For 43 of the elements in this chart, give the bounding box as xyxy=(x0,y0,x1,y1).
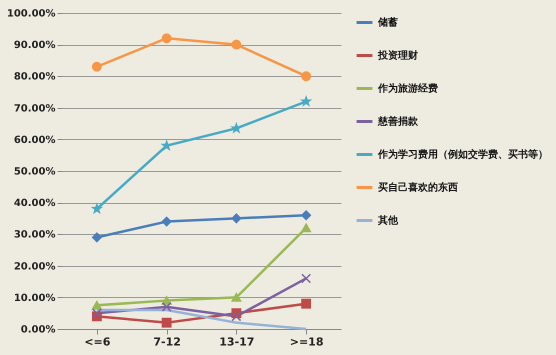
point xyxy=(162,318,172,328)
point xyxy=(301,224,312,232)
point xyxy=(92,308,102,318)
y-tick-label: 10.00% xyxy=(14,292,56,304)
y-tick-label: 50.00% xyxy=(14,166,56,178)
y-tick-label: 0.00% xyxy=(20,324,56,336)
point xyxy=(301,274,312,284)
y-tick-label: 30.00% xyxy=(14,230,56,241)
point xyxy=(301,298,312,309)
y-tick-label: 70.00% xyxy=(14,103,56,114)
y-tick-label: 40.00% xyxy=(14,198,56,210)
point xyxy=(231,293,242,302)
point xyxy=(301,71,312,82)
point xyxy=(92,232,102,242)
x-tick-label: 7-12 xyxy=(153,336,181,348)
point xyxy=(92,300,102,310)
point xyxy=(162,302,172,312)
point xyxy=(162,216,172,226)
legend-label: 作为旅游经费 xyxy=(377,82,438,94)
y-tick-label: 80.00% xyxy=(14,72,56,83)
legend-label: 作为学习费用（例如交学费、买书等） xyxy=(377,148,548,160)
point xyxy=(162,33,172,44)
legend-label: 储蓄 xyxy=(377,16,398,28)
y-tick-label: 20.00% xyxy=(14,261,56,272)
point xyxy=(231,213,242,224)
point xyxy=(301,210,312,220)
y-tick-label: 100.00% xyxy=(6,8,56,20)
point xyxy=(92,62,102,72)
x-tick-label: 13-17 xyxy=(219,336,254,348)
x-tick-label: <=6 xyxy=(84,336,111,348)
point xyxy=(232,123,242,132)
legend-label: 买自己喜欢的东西 xyxy=(378,182,458,194)
point xyxy=(162,140,172,150)
point xyxy=(92,204,102,214)
point xyxy=(231,40,242,50)
y-tick-label: 90.00% xyxy=(14,40,56,52)
point xyxy=(301,96,311,106)
y-tick-label: 60.00% xyxy=(14,134,56,146)
x-tick-label: >=18 xyxy=(290,336,324,348)
legend-label: 慈善捐款 xyxy=(377,116,419,128)
point xyxy=(231,311,242,322)
legend-label: 其他 xyxy=(377,214,399,226)
legend-label: 投资理财 xyxy=(377,50,418,62)
